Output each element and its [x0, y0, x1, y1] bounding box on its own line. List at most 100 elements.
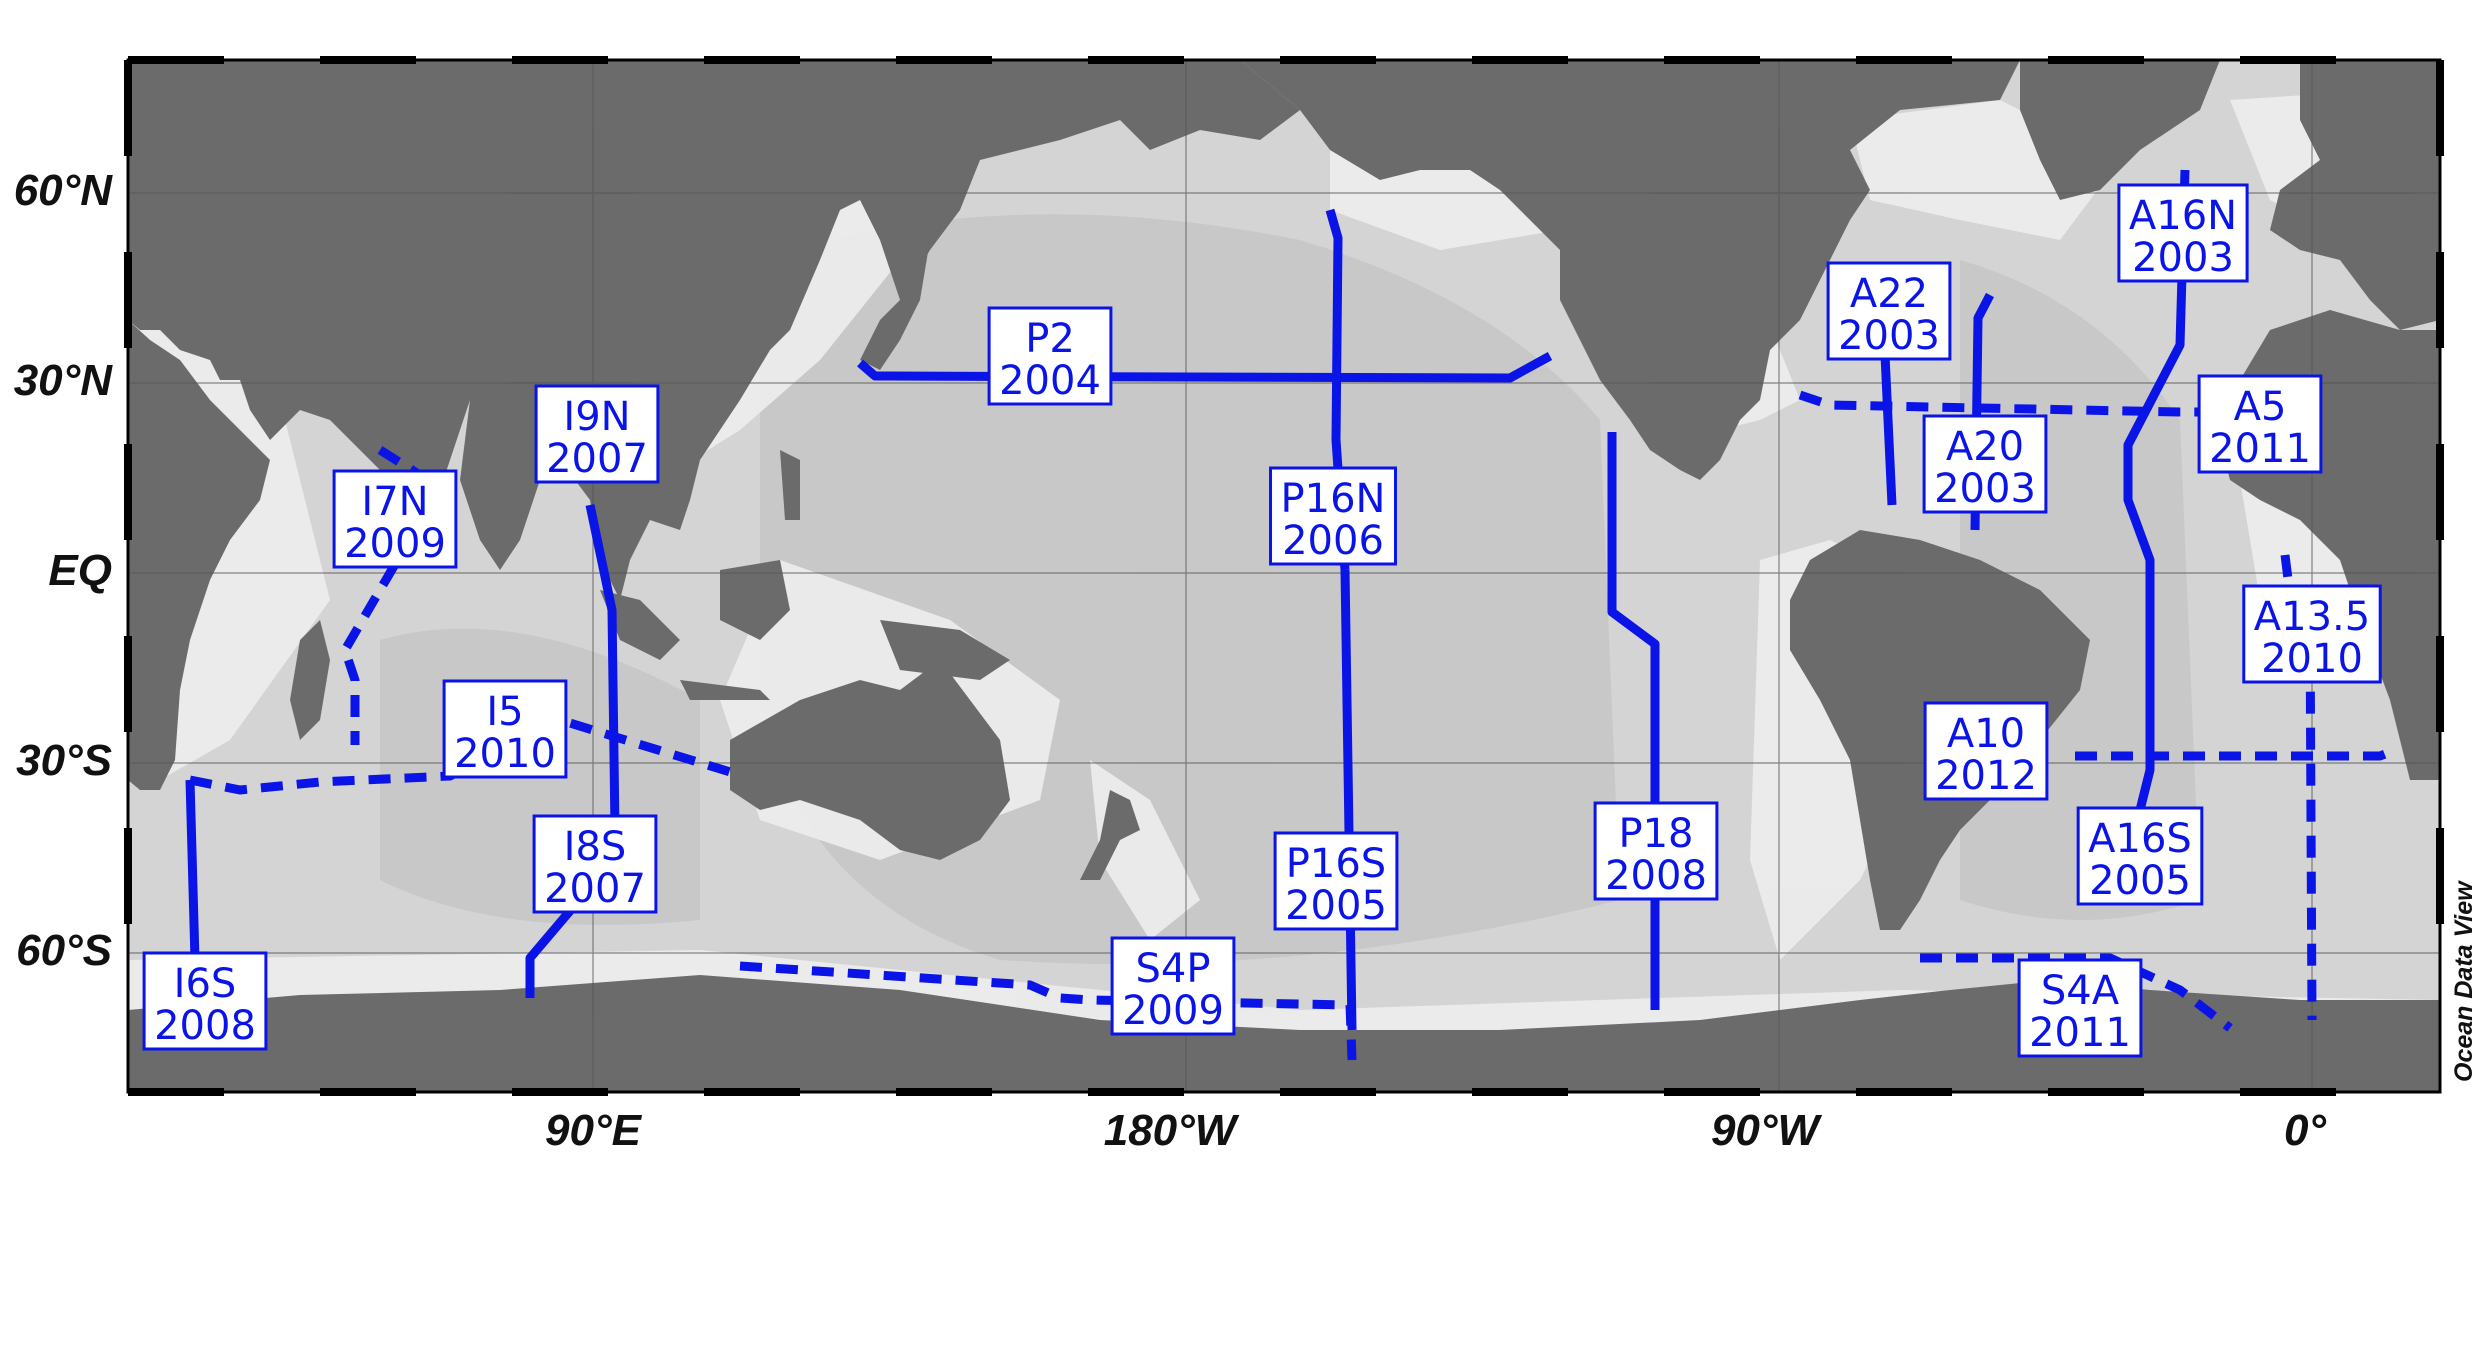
section-label-box: [1593, 801, 1719, 901]
section-label-box: [1273, 831, 1399, 931]
track-I6S: [185, 779, 200, 961]
section-id: A10: [1947, 711, 2025, 757]
land-africa: [128, 320, 270, 790]
section-id: S4P: [1136, 946, 1211, 992]
section-labels: P22004P16N2006P16S2005P182008S4P2009I9N2…: [142, 183, 2382, 1058]
section-id: A13.5: [2254, 594, 2370, 640]
track-I9N: [585, 504, 620, 831]
land-australia: [730, 660, 1010, 860]
section-label-box: [2076, 806, 2204, 906]
section-id: P16S: [1286, 841, 1386, 887]
section-label-box: [142, 951, 268, 1051]
section-year: 2006: [1282, 518, 1384, 564]
lon-tick-0: 0°: [2284, 1106, 2326, 1155]
section-tracks-dashed: [189, 390, 2397, 1061]
lon-tick-90w: 90°W: [1711, 1106, 1823, 1155]
land-philippines: [780, 450, 800, 520]
land-new-guinea: [880, 620, 1010, 680]
lat-tick-60s: 60°S: [16, 926, 112, 975]
land-sumatra: [600, 590, 680, 660]
section-id: P2: [1025, 316, 1075, 362]
section-id: P18: [1618, 811, 1693, 857]
section-label-box: [534, 384, 660, 484]
track-S4P: [739, 961, 1357, 1061]
land-madagascar: [290, 620, 330, 740]
section-label-box: [987, 306, 1113, 406]
section-year: 2011: [2209, 426, 2311, 472]
section-label-box: [332, 469, 458, 569]
section-label-box: [2017, 958, 2143, 1058]
land-north-america: [1240, 60, 2020, 480]
track-A10: [2075, 745, 2397, 761]
lat-tick-30n: 30°N: [14, 356, 114, 405]
lon-tick-90e: 90°E: [545, 1106, 643, 1155]
section-year: 2009: [344, 521, 446, 567]
section-id: A16S: [2088, 816, 2192, 862]
section-year: 2003: [1838, 313, 1940, 359]
land-borneo: [720, 560, 790, 640]
lon-tick-180w: 180°W: [1104, 1106, 1240, 1155]
section-year: 2007: [544, 866, 646, 912]
section-year: 2010: [454, 731, 556, 777]
section-year: 2005: [1285, 883, 1387, 929]
land-greenland: [2020, 60, 2220, 200]
section-year: 2004: [999, 358, 1101, 404]
lat-tick-30s: 30°S: [16, 736, 112, 785]
section-label-box: [442, 679, 568, 779]
land-asia: [128, 60, 1300, 600]
section-year: 2005: [2089, 858, 2191, 904]
land-japan: [860, 240, 930, 370]
section-label-box: [1110, 936, 1236, 1036]
section-year: 2003: [1934, 466, 2036, 512]
section-year: 2011: [2029, 1010, 2131, 1056]
track-A5: [1798, 390, 2200, 417]
section-label-box: [532, 814, 658, 914]
section-label-box: [1826, 261, 1952, 361]
section-id: I5: [486, 689, 523, 735]
section-id: A22: [1850, 271, 1928, 317]
section-id: P16N: [1281, 476, 1386, 522]
section-label-box: [2117, 183, 2249, 283]
section-label-box: [2197, 374, 2323, 474]
track-S4A: [1920, 953, 2233, 1032]
section-id: S4A: [2041, 968, 2120, 1014]
section-id: I6S: [174, 961, 237, 1007]
section-year: 2008: [1605, 853, 1707, 899]
section-year: 2012: [1935, 753, 2037, 799]
section-label-box: [1922, 414, 2048, 514]
land-new-zealand: [1080, 790, 1140, 880]
section-id: I8S: [564, 824, 627, 870]
section-year: 2003: [2132, 235, 2234, 281]
lat-tick-60n: 60°N: [14, 166, 114, 215]
land: [128, 60, 2440, 1092]
section-id: I7N: [361, 479, 428, 525]
land-java: [680, 680, 770, 700]
ocean-data-view-credit: Ocean Data View: [2450, 880, 2478, 1082]
lon-ticks: 90°E 180°W 90°W 0°: [545, 1106, 2326, 1155]
section-id: A5: [2234, 384, 2287, 430]
lat-ticks: 60°N 30°N EQ 30°S 60°S: [14, 166, 114, 975]
track-P16S: [1340, 569, 1357, 1031]
section-id: A16N: [2129, 193, 2237, 239]
section-label-box: [1923, 701, 2049, 801]
section-id: I9N: [563, 394, 630, 440]
section-year: 2010: [2261, 636, 2363, 682]
section-year: 2007: [546, 436, 648, 482]
